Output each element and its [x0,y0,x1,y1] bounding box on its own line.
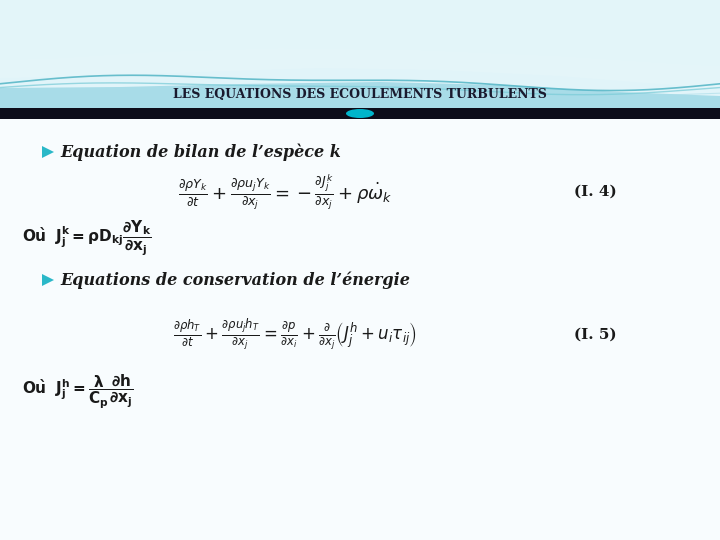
Bar [0,0,720,115]
Polygon shape [0,0,720,96]
Polygon shape [0,0,720,66]
Text: (I. 4): (I. 4) [574,185,616,199]
Bar [0,108,720,119]
Bar [0,119,720,540]
Text: $\mathbf{O\grave{u}}$  $\mathbf{J_j^k = \rho D_{kj} \dfrac{\partial Y_k}{\partia: $\mathbf{O\grave{u}}$ $\mathbf{J_j^k = \… [22,219,152,258]
Text: $\frac{\partial \rho h_T}{\partial t} + \frac{\partial \rho u_j h_T}{\partial x_: $\frac{\partial \rho h_T}{\partial t} + … [173,317,417,353]
Text: Equations de conservation de l’énergie: Equations de conservation de l’énergie [60,271,410,289]
Ellipse shape [346,109,374,118]
Polygon shape [42,274,54,286]
Text: LES EQUATIONS DES ECOULEMENTS TURBULENTS: LES EQUATIONS DES ECOULEMENTS TURBULENTS [173,87,547,100]
Polygon shape [42,146,54,158]
Text: (I. 5): (I. 5) [574,328,616,342]
Polygon shape [0,0,720,50]
Text: Equation de bilan de l’espèce k: Equation de bilan de l’espèce k [60,143,341,161]
Text: $\frac{\partial \rho Y_k}{\partial t} + \frac{\partial \rho u_j Y_k}{\partial x_: $\frac{\partial \rho Y_k}{\partial t} + … [178,172,392,212]
Text: $\mathbf{O\grave{u}}$  $\mathbf{J_j^h = \dfrac{\lambda}{C_p} \dfrac{\partial h}{: $\mathbf{O\grave{u}}$ $\mathbf{J_j^h = \… [22,373,134,411]
Polygon shape [0,0,720,88]
